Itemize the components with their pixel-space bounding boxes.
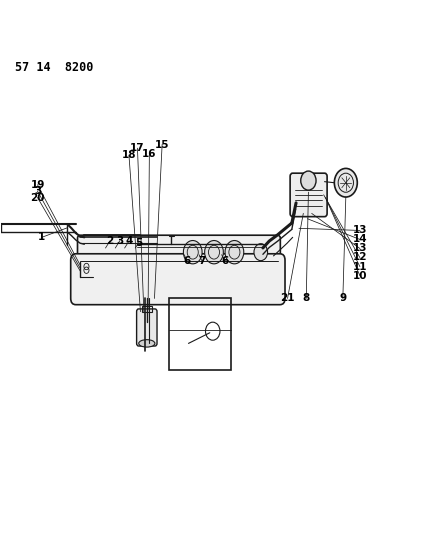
Text: 10: 10 bbox=[353, 271, 367, 280]
Text: 1: 1 bbox=[38, 232, 45, 243]
Text: 11: 11 bbox=[353, 262, 367, 271]
Text: 19: 19 bbox=[30, 180, 45, 190]
Circle shape bbox=[225, 240, 244, 264]
Text: 16: 16 bbox=[142, 149, 157, 158]
Bar bbox=[142, 306, 152, 312]
Text: 6: 6 bbox=[222, 256, 229, 266]
Text: 13: 13 bbox=[353, 225, 367, 236]
Text: 17: 17 bbox=[130, 143, 145, 154]
Ellipse shape bbox=[139, 340, 155, 347]
Text: 4: 4 bbox=[125, 236, 133, 246]
FancyBboxPatch shape bbox=[77, 235, 280, 265]
Text: 14: 14 bbox=[353, 235, 367, 245]
Circle shape bbox=[334, 168, 357, 197]
Text: 2: 2 bbox=[106, 236, 113, 246]
Circle shape bbox=[183, 240, 202, 264]
FancyBboxPatch shape bbox=[290, 173, 327, 216]
Text: 20: 20 bbox=[30, 192, 45, 203]
Text: 15: 15 bbox=[155, 140, 169, 150]
Text: 57 14  8200: 57 14 8200 bbox=[15, 61, 93, 74]
Text: 3: 3 bbox=[116, 236, 123, 246]
Text: 9: 9 bbox=[339, 293, 346, 303]
FancyBboxPatch shape bbox=[71, 254, 285, 305]
Text: 12: 12 bbox=[353, 253, 367, 262]
Text: 21: 21 bbox=[280, 293, 295, 303]
Circle shape bbox=[205, 240, 223, 264]
Text: 3: 3 bbox=[34, 186, 41, 196]
Text: 13: 13 bbox=[353, 244, 367, 254]
Text: 5: 5 bbox=[135, 238, 143, 248]
Text: 18: 18 bbox=[122, 150, 136, 160]
Circle shape bbox=[301, 171, 316, 190]
Text: 6: 6 bbox=[184, 256, 191, 266]
FancyBboxPatch shape bbox=[137, 309, 157, 346]
Circle shape bbox=[254, 244, 268, 261]
Text: 8: 8 bbox=[303, 293, 310, 303]
Text: 7: 7 bbox=[199, 256, 206, 266]
Bar bbox=[169, 298, 231, 370]
